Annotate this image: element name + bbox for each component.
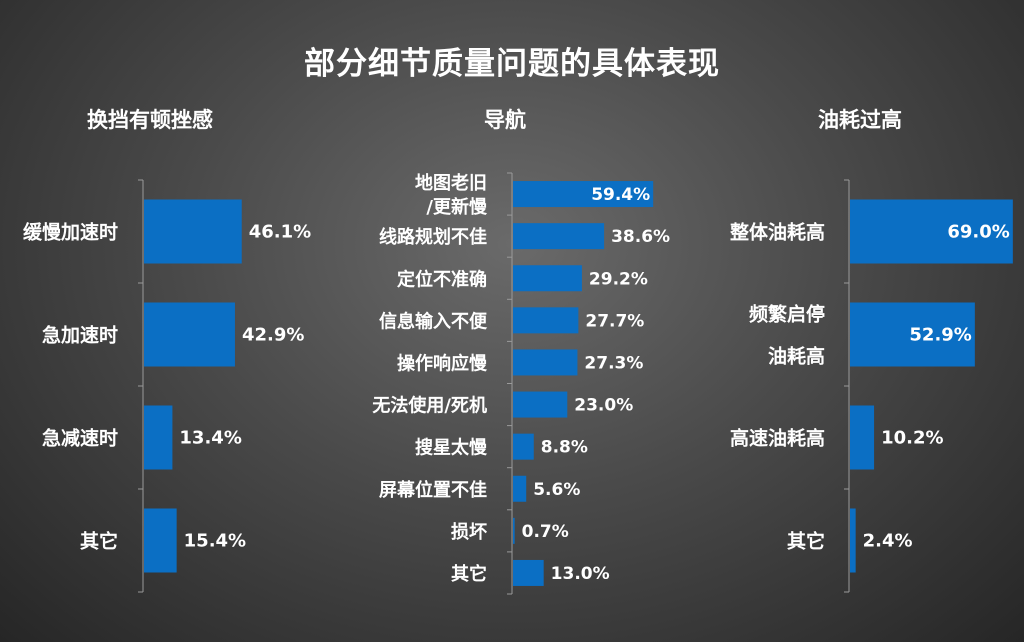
bar — [144, 302, 235, 367]
bar — [513, 433, 534, 460]
data-label: 10.2% — [881, 428, 943, 449]
data-label: 52.9% — [909, 325, 971, 346]
data-label: 69.0% — [947, 222, 1009, 243]
category-label: 定位不准确 — [397, 268, 487, 290]
bar — [850, 405, 875, 470]
category-label: 线路规划不佳 — [379, 226, 487, 248]
bar — [513, 517, 515, 544]
category-label: 操作响应慢 — [397, 352, 488, 374]
category-label: 高速油耗高 — [730, 427, 825, 450]
category-label: 频繁启停油耗高 — [749, 303, 825, 368]
data-label: 13.4% — [179, 428, 241, 449]
data-label: 0.7% — [522, 522, 569, 542]
bar — [513, 391, 568, 418]
data-label: 8.8% — [541, 438, 588, 458]
bar — [850, 508, 856, 573]
data-label: 15.4% — [184, 531, 246, 552]
data-label: 13.0% — [551, 564, 610, 584]
bar — [513, 265, 582, 292]
data-label: 29.2% — [589, 269, 648, 289]
chart-main-title: 部分细节质量问题的具体表现 — [304, 46, 720, 82]
data-label: 46.1% — [249, 222, 311, 243]
category-label: 缓慢加速时 — [23, 221, 118, 244]
bar — [513, 181, 654, 208]
category-label: 信息输入不便 — [379, 310, 488, 332]
category-label: 其它 — [451, 563, 487, 585]
bar — [513, 475, 527, 502]
panel-fuel-plot: 69.0% 整体油耗高 52.9% 频繁启停油耗高 10.2% 高速油耗高 2.4% 其它 — [730, 179, 1013, 593]
bar — [144, 508, 177, 573]
bar — [144, 199, 242, 264]
data-label: 23.0% — [574, 396, 633, 416]
panel-title-shifting: 换挡有顿挫感 — [87, 108, 213, 132]
data-label: 38.6% — [611, 227, 670, 247]
category-label: 整体油耗高 — [730, 221, 825, 244]
category-label: 其它 — [787, 530, 825, 553]
bar — [850, 302, 975, 367]
category-label: 其它 — [80, 530, 118, 553]
data-label: 5.6% — [533, 480, 580, 500]
category-label: 急减速时 — [42, 427, 118, 450]
data-label: 2.4% — [863, 531, 913, 552]
bar — [513, 223, 605, 250]
data-label: 59.4% — [591, 185, 650, 205]
category-label: 损坏 — [451, 521, 487, 543]
data-label: 27.3% — [584, 353, 643, 373]
category-label: 急加速时 — [42, 324, 118, 347]
category-label: 屏幕位置不佳 — [379, 479, 487, 501]
panel-title-fuel: 油耗过高 — [818, 108, 902, 132]
data-label: 42.9% — [242, 325, 304, 346]
category-label: 地图老旧/更新慢 — [415, 172, 488, 218]
data-label: 27.7% — [585, 311, 644, 331]
bar — [850, 199, 1013, 264]
panel-navigation-plot: 59.4% 地图老旧/更新慢 38.6% 线路规划不佳 29.2% 定位不准确 27.7% 信… — [372, 172, 670, 595]
bar — [144, 405, 173, 470]
bar — [513, 559, 544, 586]
bar — [513, 307, 579, 334]
category-label: 无法使用/死机 — [372, 395, 487, 417]
panel-title-navigation: 导航 — [484, 108, 526, 132]
panel-shifting-plot: 46.1% 缓慢加速时 42.9% 急加速时 13.4% 急减速时 15.4% 其它 — [23, 179, 311, 593]
category-label: 搜星太慢 — [415, 437, 488, 459]
bar — [513, 349, 578, 376]
